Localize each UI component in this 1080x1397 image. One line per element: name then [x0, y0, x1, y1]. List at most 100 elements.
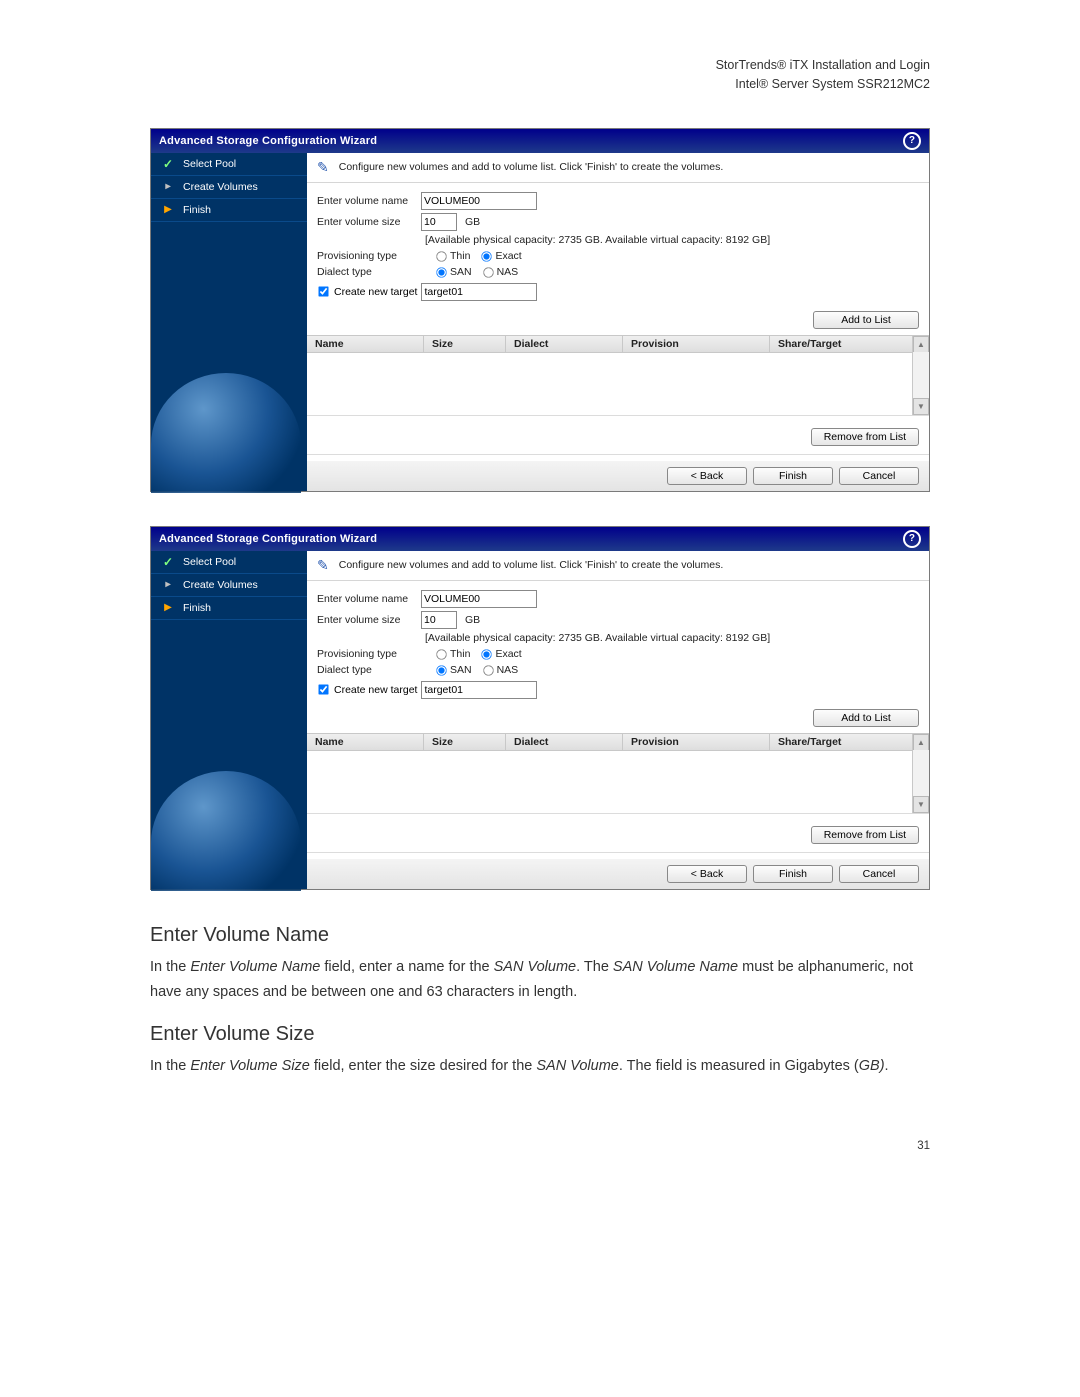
- wizard-sidebar: ✓ Select Pool ▸ Create Volumes ▶ Finish: [151, 551, 307, 889]
- volume-size-label: Enter volume size: [317, 614, 421, 626]
- section-paragraph: In the Enter Volume Name field, enter a …: [150, 955, 930, 1006]
- check-icon: ✓: [161, 555, 175, 569]
- capacity-text: [Available physical capacity: 2735 GB. A…: [425, 234, 919, 246]
- wizard-footer: < Back Finish Cancel: [307, 461, 929, 491]
- col-size: Size: [424, 734, 506, 750]
- capacity-text: [Available physical capacity: 2735 GB. A…: [425, 632, 919, 644]
- wizard-main: ✎ Configure new volumes and add to volum…: [307, 153, 929, 491]
- wand-icon: ✎: [317, 557, 329, 574]
- step-select-pool[interactable]: ✓ Select Pool: [151, 551, 307, 574]
- finish-button[interactable]: Finish: [753, 467, 833, 485]
- step-label: Select Pool: [183, 556, 236, 568]
- wand-icon: ✎: [317, 159, 329, 176]
- list-scrollbar[interactable]: ▲ ▼: [912, 336, 929, 415]
- target-name-input[interactable]: [421, 283, 537, 301]
- volume-name-input[interactable]: [421, 192, 537, 210]
- scroll-down-icon[interactable]: ▼: [913, 796, 929, 813]
- step-finish[interactable]: ▶ Finish: [151, 597, 307, 620]
- help-icon[interactable]: ?: [903, 530, 921, 548]
- create-target-label: Create new target: [334, 684, 417, 696]
- section-heading-volume-size: Enter Volume Size: [150, 1023, 930, 1046]
- volume-name-input[interactable]: [421, 590, 537, 608]
- radio-nas[interactable]: NAS: [482, 664, 519, 677]
- back-button[interactable]: < Back: [667, 467, 747, 485]
- step-label: Finish: [183, 204, 211, 216]
- step-label: Create Volumes: [183, 579, 258, 591]
- prov-type-label: Provisioning type: [317, 250, 421, 262]
- radio-exact[interactable]: Exact: [480, 648, 521, 661]
- cancel-button[interactable]: Cancel: [839, 467, 919, 485]
- volume-size-input[interactable]: [421, 213, 457, 231]
- remove-from-list-button[interactable]: Remove from List: [811, 428, 919, 446]
- volume-list-header: Name Size Dialect Provision Share/Target: [307, 335, 929, 353]
- back-button[interactable]: < Back: [667, 865, 747, 883]
- step-label: Create Volumes: [183, 181, 258, 193]
- arrow-icon: ▸: [161, 180, 175, 194]
- radio-thin[interactable]: Thin: [435, 250, 470, 263]
- instruction-text: Configure new volumes and add to volume …: [339, 161, 724, 173]
- page-header: StorTrends® iTX Installation and Login I…: [150, 56, 930, 94]
- globe-art: [151, 222, 307, 491]
- globe-art: [151, 620, 307, 889]
- wizard-title: Advanced Storage Configuration Wizard: [159, 135, 377, 147]
- wizard-sidebar: ✓ Select Pool ▸ Create Volumes ▶ Finish: [151, 153, 307, 491]
- col-provision: Provision: [623, 734, 770, 750]
- step-label: Select Pool: [183, 158, 236, 170]
- col-share: Share/Target: [770, 734, 917, 750]
- target-name-input[interactable]: [421, 681, 537, 699]
- wizard-window-1: Advanced Storage Configuration Wizard ? …: [150, 128, 930, 492]
- page-number: 31: [150, 1140, 930, 1152]
- create-target-checkbox[interactable]: [318, 286, 328, 296]
- volume-size-input[interactable]: [421, 611, 457, 629]
- instruction-bar: ✎ Configure new volumes and add to volum…: [307, 153, 929, 183]
- instruction-text: Configure new volumes and add to volume …: [339, 559, 724, 571]
- cancel-button[interactable]: Cancel: [839, 865, 919, 883]
- check-icon: ✓: [161, 157, 175, 171]
- col-dialect: Dialect: [506, 734, 623, 750]
- size-unit: GB: [465, 216, 480, 228]
- play-icon: ▶: [161, 601, 175, 615]
- step-create-volumes[interactable]: ▸ Create Volumes: [151, 176, 307, 199]
- arrow-icon: ▸: [161, 578, 175, 592]
- list-scrollbar[interactable]: ▲ ▼: [912, 734, 929, 813]
- volume-name-label: Enter volume name: [317, 195, 421, 207]
- radio-san[interactable]: SAN: [435, 266, 472, 279]
- document-page: StorTrends® iTX Installation and Login I…: [0, 0, 1080, 1192]
- step-finish[interactable]: ▶ Finish: [151, 199, 307, 222]
- create-target-label: Create new target: [334, 286, 417, 298]
- prov-type-label: Provisioning type: [317, 648, 421, 660]
- section-heading-volume-name: Enter Volume Name: [150, 924, 930, 947]
- step-create-volumes[interactable]: ▸ Create Volumes: [151, 574, 307, 597]
- wizard-window-2: Advanced Storage Configuration Wizard ? …: [150, 526, 930, 890]
- add-to-list-button[interactable]: Add to List: [813, 709, 919, 727]
- wizard-title: Advanced Storage Configuration Wizard: [159, 533, 377, 545]
- scroll-up-icon[interactable]: ▲: [913, 734, 929, 751]
- section-paragraph: In the Enter Volume Size field, enter th…: [150, 1054, 930, 1079]
- wizard-titlebar: Advanced Storage Configuration Wizard ?: [151, 527, 929, 551]
- radio-thin[interactable]: Thin: [435, 648, 470, 661]
- help-icon[interactable]: ?: [903, 132, 921, 150]
- volume-list-header: Name Size Dialect Provision Share/Target: [307, 733, 929, 751]
- remove-from-list-button[interactable]: Remove from List: [811, 826, 919, 844]
- header-line-2: Intel® Server System SSR212MC2: [150, 75, 930, 94]
- wizard-footer: < Back Finish Cancel: [307, 859, 929, 889]
- instruction-bar: ✎ Configure new volumes and add to volum…: [307, 551, 929, 581]
- radio-san[interactable]: SAN: [435, 664, 472, 677]
- size-unit: GB: [465, 614, 480, 626]
- add-to-list-button[interactable]: Add to List: [813, 311, 919, 329]
- step-select-pool[interactable]: ✓ Select Pool: [151, 153, 307, 176]
- finish-button[interactable]: Finish: [753, 865, 833, 883]
- radio-exact[interactable]: Exact: [480, 250, 521, 263]
- dialect-type-label: Dialect type: [317, 266, 421, 278]
- scroll-down-icon[interactable]: ▼: [913, 398, 929, 415]
- header-line-1: StorTrends® iTX Installation and Login: [150, 56, 930, 75]
- dialect-type-label: Dialect type: [317, 664, 421, 676]
- col-dialect: Dialect: [506, 336, 623, 352]
- volume-list-body: ▲ ▼: [307, 353, 929, 416]
- play-icon: ▶: [161, 203, 175, 217]
- create-target-checkbox[interactable]: [318, 684, 328, 694]
- radio-nas[interactable]: NAS: [482, 266, 519, 279]
- volume-name-label: Enter volume name: [317, 593, 421, 605]
- scroll-up-icon[interactable]: ▲: [913, 336, 929, 353]
- step-label: Finish: [183, 602, 211, 614]
